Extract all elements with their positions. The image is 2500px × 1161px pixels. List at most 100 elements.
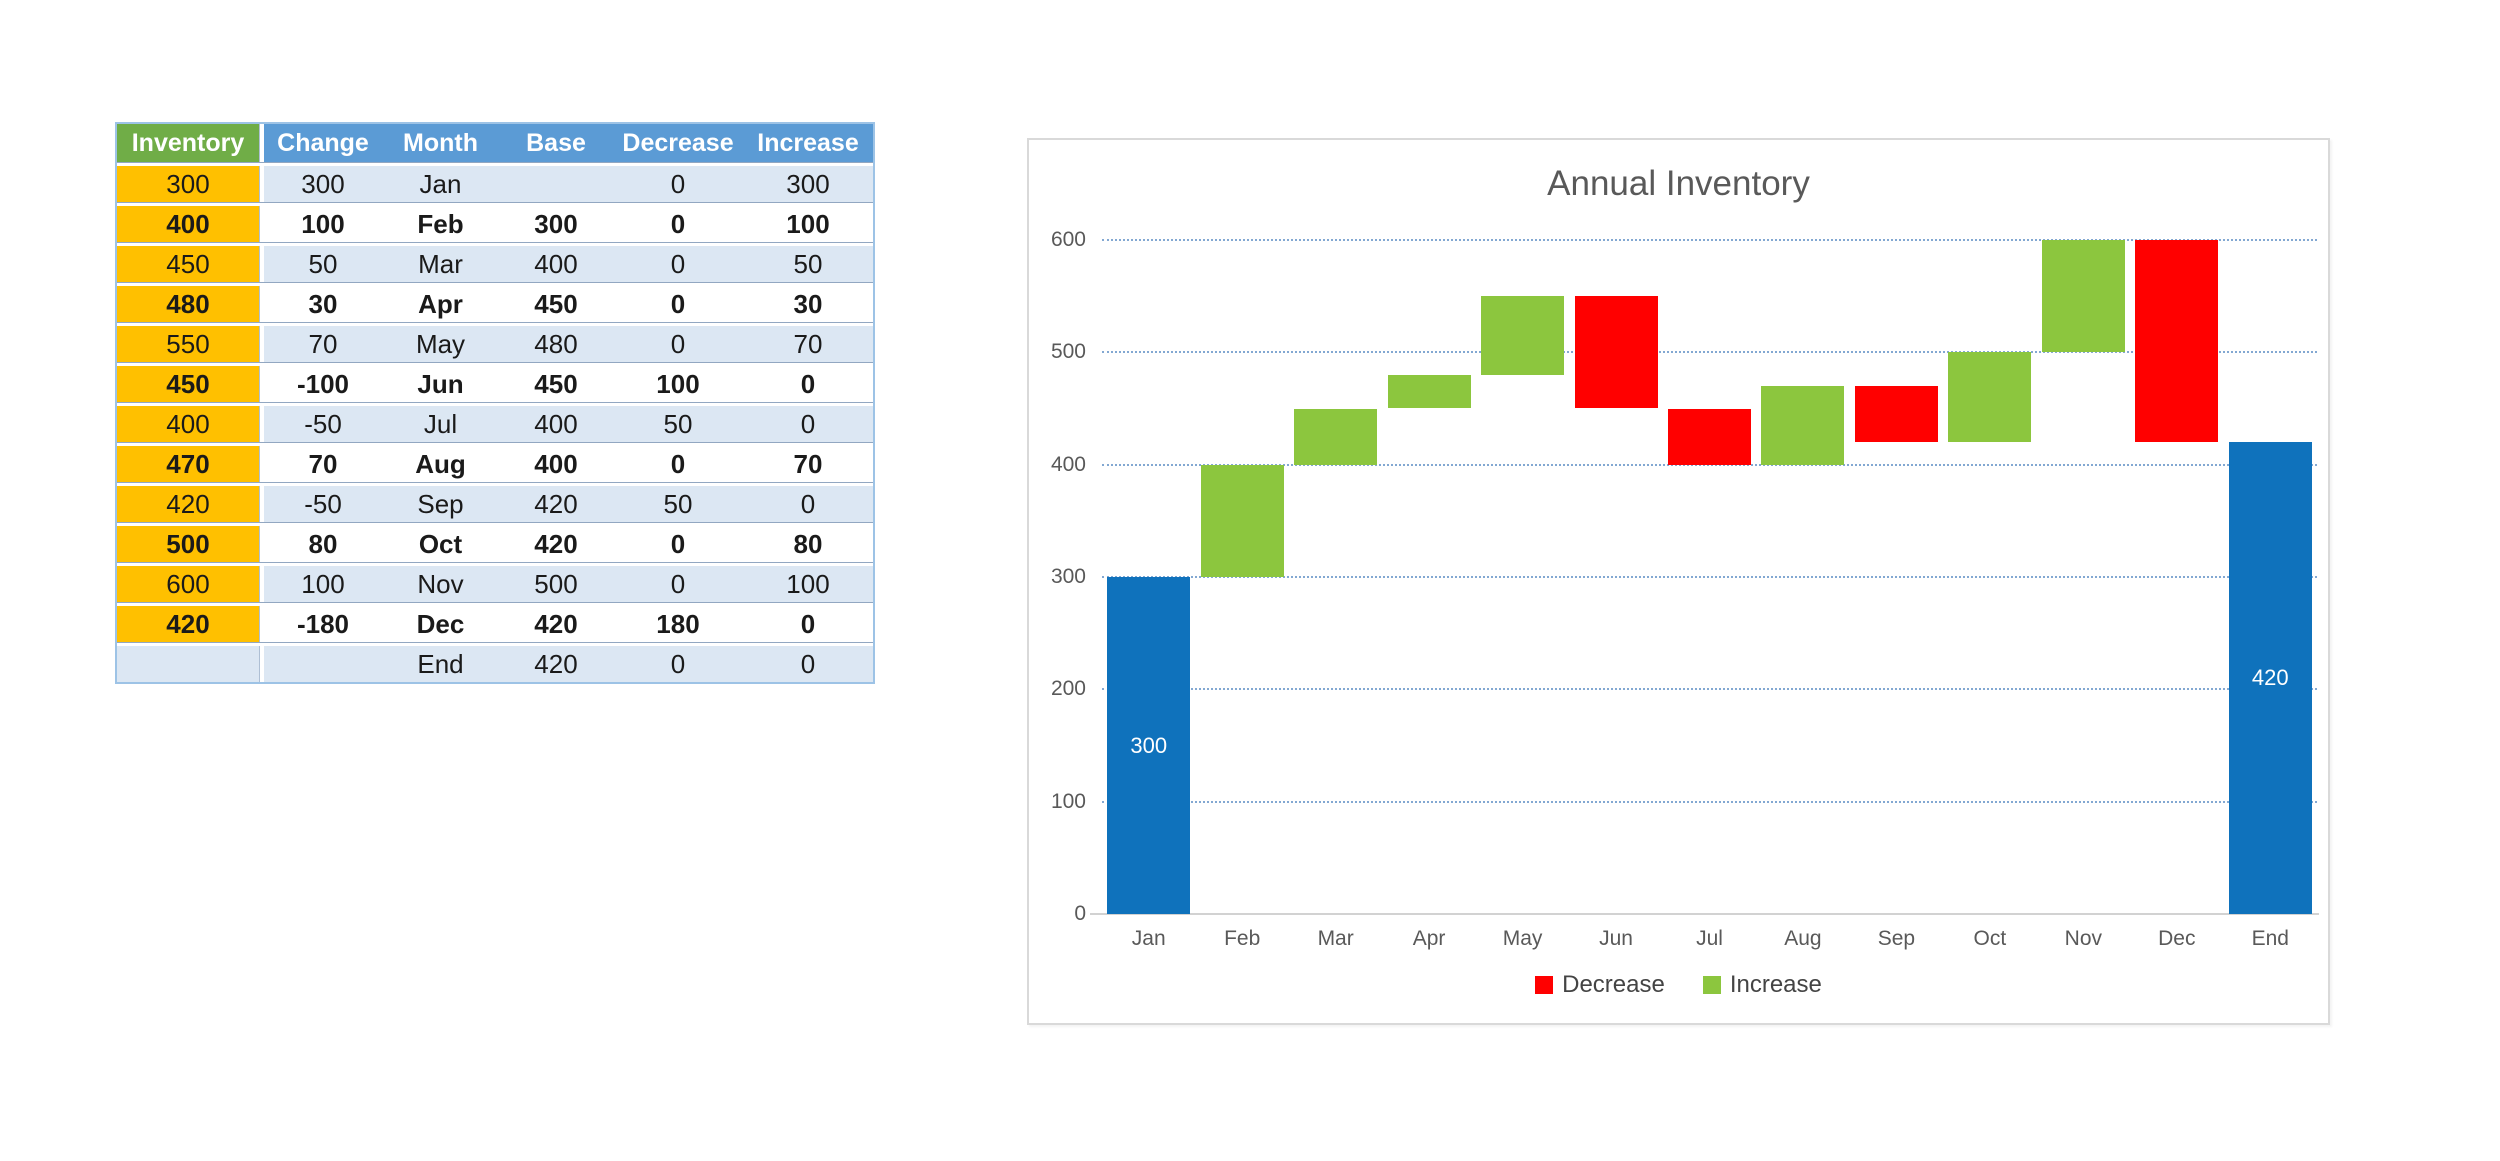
- table-cell-change: -180: [264, 606, 382, 642]
- table-cell-decrease: 0: [613, 526, 743, 562]
- table-cell-month: Aug: [382, 446, 499, 482]
- bar-value-label: 300: [1130, 732, 1168, 758]
- legend-swatch-increase: [1702, 976, 1721, 994]
- table-cell-base: 500: [499, 566, 613, 602]
- gridline-300: [1102, 576, 2317, 578]
- x-label-feb: Feb: [1224, 927, 1261, 950]
- table-cell-increase: 30: [743, 286, 873, 322]
- table-cell-base: 400: [499, 446, 613, 482]
- bar-feb: [1200, 464, 1284, 577]
- gridline-600: [1102, 239, 2317, 241]
- table-cell-increase: 80: [743, 526, 873, 562]
- table-cell-change: -100: [264, 366, 382, 402]
- table-cell-decrease: 0: [613, 286, 743, 322]
- table-cell-change: 80: [264, 526, 382, 562]
- table-cell-increase: 100: [743, 566, 873, 602]
- table-cell-month: May: [382, 326, 499, 362]
- table-cell-change: 300: [264, 166, 382, 202]
- table-row-sep: 420 -50 Sep 420 50 0: [117, 486, 873, 523]
- table-cell-change: 100: [264, 566, 382, 602]
- table-row-dec: 420 -180 Dec 420 180 0: [117, 606, 873, 643]
- x-label-jun: Jun: [1599, 927, 1633, 950]
- gridline-400: [1102, 463, 2317, 466]
- table-header-row: Inventory Change Month Base Decrease Increase: [117, 124, 873, 163]
- table-cell-base: 400: [499, 246, 613, 282]
- bar-may: [1481, 296, 1565, 375]
- legend-item-decrease: Decrease: [1535, 972, 1665, 998]
- column-header-change: Change: [264, 124, 382, 162]
- y-tick-200: 200: [1050, 677, 1086, 701]
- y-tick-500: 500: [1050, 340, 1086, 364]
- table-cell-increase: 50: [743, 246, 873, 282]
- table-cell-increase: 0: [743, 646, 873, 682]
- table-row-jan: 300 300 Jan 0 300: [117, 166, 873, 203]
- table-cell-inventory: 470: [117, 446, 260, 482]
- table-cell-change: 30: [264, 286, 382, 322]
- bar-jun: [1574, 296, 1658, 409]
- table-cell-inventory: 480: [117, 286, 260, 322]
- table-cell-increase: 300: [743, 166, 873, 202]
- x-label-apr: Apr: [1412, 927, 1446, 950]
- table-cell-inventory: 600: [117, 566, 260, 602]
- x-label-end: End: [2251, 927, 2289, 950]
- table-cell-change: -50: [264, 486, 382, 522]
- table-cell-month: Nov: [382, 566, 499, 602]
- y-tick-400: 400: [1050, 452, 1086, 476]
- table-cell-decrease: 0: [613, 446, 743, 482]
- table-row-aug: 470 70 Aug 400 0 70: [117, 446, 873, 483]
- x-label-may: May: [1502, 927, 1543, 950]
- table-cell-base: [499, 166, 613, 202]
- table-row-jun: 450 -100 Jun 450 100 0: [117, 366, 873, 403]
- table-cell-increase: 0: [743, 366, 873, 402]
- bar-mar: [1294, 408, 1378, 465]
- table-row-oct: 500 80 Oct 420 0 80: [117, 526, 873, 563]
- table-row-mar: 450 50 Mar 400 0 50: [117, 246, 873, 283]
- table-cell-inventory: 420: [117, 486, 260, 522]
- x-axis-line: [1090, 913, 2319, 915]
- table-cell-month: Mar: [382, 246, 499, 282]
- table-cell-inventory: 450: [117, 366, 260, 402]
- column-header-inventory: Inventory: [117, 124, 260, 162]
- table-cell-month: Jun: [382, 366, 499, 402]
- column-header-decrease: Decrease: [613, 124, 743, 162]
- table-cell-inventory: 400: [117, 206, 260, 242]
- table-cell-increase: 70: [743, 446, 873, 482]
- column-header-month: Month: [382, 124, 499, 162]
- inventory-table: Inventory Change Month Base Decrease Increase…: [115, 122, 875, 684]
- x-label-nov: Nov: [2064, 927, 2103, 950]
- table-cell-change: [264, 646, 382, 682]
- table-cell-change: -50: [264, 406, 382, 442]
- table-cell-base: 420: [499, 486, 613, 522]
- table-cell-inventory: 550: [117, 326, 260, 362]
- bar-nov: [2041, 240, 2125, 353]
- table-cell-month: Jul: [382, 406, 499, 442]
- table-cell-decrease: 180: [613, 606, 743, 642]
- table-cell-change: 70: [264, 446, 382, 482]
- table-cell-decrease: 0: [613, 246, 743, 282]
- table-cell-month: Oct: [382, 526, 499, 562]
- table-cell-inventory: [117, 646, 260, 682]
- table-cell-base: 420: [499, 606, 613, 642]
- table-body: 300 300 Jan 0 300 400 100 Feb 300 0 100 450 50 Mar 400…: [117, 166, 873, 682]
- legend-label-decrease: Decrease: [1562, 971, 1665, 998]
- table-cell-base: 450: [499, 286, 613, 322]
- table-cell-decrease: 0: [613, 206, 743, 242]
- table-cell-base: 420: [499, 646, 613, 682]
- table-cell-base: 450: [499, 366, 613, 402]
- table-row-end: End 420 0 0: [117, 646, 873, 682]
- table-cell-inventory: 500: [117, 526, 260, 562]
- gridline-500: [1102, 351, 2317, 354]
- chart-title: Annual Inventory: [1547, 164, 1810, 203]
- table-cell-increase: 0: [743, 486, 873, 522]
- table-cell-decrease: 50: [613, 486, 743, 522]
- table-cell-decrease: 0: [613, 646, 743, 682]
- table-cell-decrease: 0: [613, 566, 743, 602]
- table-row-may: 550 70 May 480 0 70: [117, 326, 873, 363]
- x-label-aug: Aug: [1784, 927, 1822, 950]
- bar-jul: [1668, 408, 1751, 465]
- table-cell-inventory: 420: [117, 606, 260, 642]
- table-cell-increase: 70: [743, 326, 873, 362]
- gridline-100: [1102, 800, 2317, 803]
- table-cell-decrease: 50: [613, 406, 743, 442]
